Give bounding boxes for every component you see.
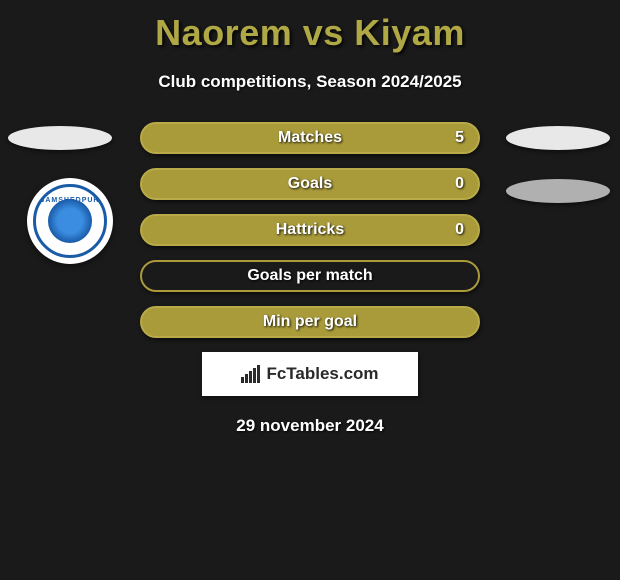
- bar-row: Min per goal: [0, 306, 620, 338]
- date-text: 29 november 2024: [0, 416, 620, 436]
- bar-label: Min per goal: [263, 313, 357, 331]
- bar-goals-per-match: Goals per match: [140, 260, 480, 292]
- subtitle: Club competitions, Season 2024/2025: [0, 72, 620, 92]
- bar-value: 0: [455, 175, 464, 193]
- bar-matches: Matches 5: [140, 122, 480, 154]
- page-title: Naorem vs Kiyam: [0, 0, 620, 54]
- bar-goals: Goals 0: [140, 168, 480, 200]
- brand-text: FcTables.com: [266, 364, 378, 384]
- brand-box: FcTables.com: [202, 352, 418, 396]
- bar-label: Goals: [288, 175, 332, 193]
- bar-row: Hattricks 0: [0, 214, 620, 246]
- bar-label: Hattricks: [276, 221, 344, 239]
- bar-row: Goals 0: [0, 168, 620, 200]
- bar-row: Goals per match: [0, 260, 620, 292]
- bar-hattricks: Hattricks 0: [140, 214, 480, 246]
- bar-label: Matches: [278, 129, 342, 147]
- bar-row: Matches 5: [0, 122, 620, 154]
- bar-value: 5: [455, 129, 464, 147]
- stats-bars: Matches 5 Goals 0 Hattricks 0 Goals per …: [0, 122, 620, 338]
- bar-min-per-goal: Min per goal: [140, 306, 480, 338]
- bars-icon: [241, 365, 260, 383]
- bar-value: 0: [455, 221, 464, 239]
- bar-label: Goals per match: [247, 267, 372, 285]
